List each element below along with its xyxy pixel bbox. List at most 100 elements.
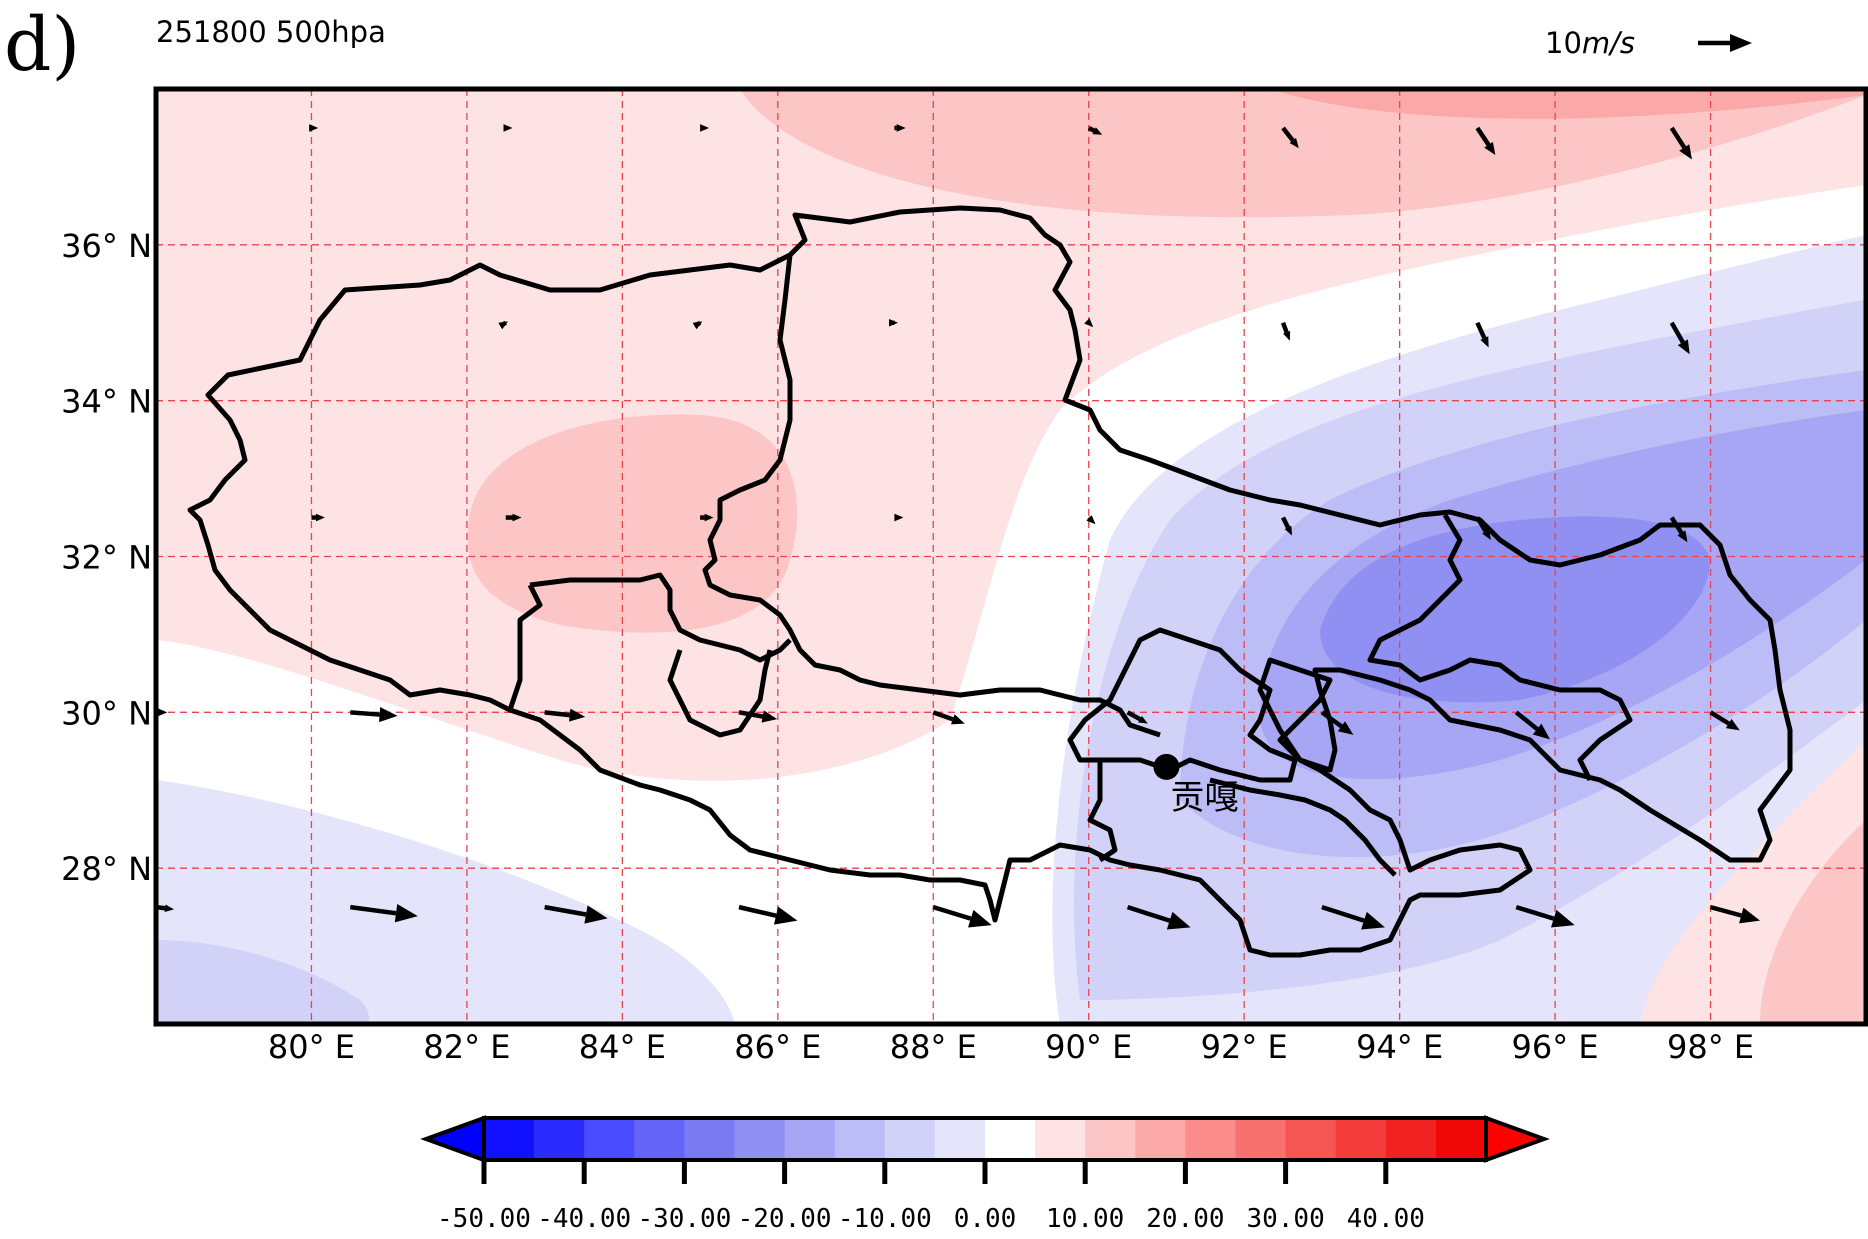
lon-tick-label: 90° E bbox=[1045, 1028, 1132, 1066]
wind-arrow bbox=[738, 904, 798, 925]
wind-arrow bbox=[932, 710, 965, 725]
station-label: 贡嘎 bbox=[1170, 778, 1238, 818]
wind-arrow bbox=[1515, 904, 1575, 928]
map-area: 贡嘎 bbox=[156, 89, 1866, 1024]
positive-contour-top-20 bbox=[1270, 89, 1866, 119]
negative-contour-west-minus10 bbox=[156, 940, 370, 1024]
colorbar-segment bbox=[834, 1118, 886, 1160]
colorbar-max-extend-icon bbox=[1484, 1115, 1550, 1163]
wind-arrow bbox=[1669, 126, 1692, 160]
lon-tick-label: 98° E bbox=[1667, 1028, 1754, 1066]
colorbar-segment bbox=[534, 1118, 585, 1160]
wind-arrow bbox=[1281, 126, 1299, 149]
station-dot-icon bbox=[1153, 753, 1180, 780]
map-title: 251800 500hpa bbox=[156, 15, 386, 49]
colorbar-segment bbox=[985, 1118, 1036, 1160]
graticule bbox=[156, 89, 1866, 1024]
wind-arrow bbox=[503, 124, 513, 132]
wind-arrow bbox=[1126, 904, 1191, 930]
wind-arrow bbox=[1320, 710, 1354, 735]
wind-arrow bbox=[700, 513, 714, 522]
lat-tick-label: 32° N bbox=[61, 539, 152, 577]
wind-arrow bbox=[350, 904, 418, 923]
wind-arrow bbox=[1709, 710, 1740, 731]
wind-arrow bbox=[894, 513, 904, 522]
map-frame bbox=[153, 86, 1868, 1027]
lon-tick-label: 82° E bbox=[423, 1028, 510, 1066]
colorbar-min-extend-icon bbox=[420, 1115, 486, 1163]
positive-contour-tibet-10 bbox=[467, 414, 798, 633]
wind-arrow bbox=[1126, 710, 1148, 724]
colorbar-segment bbox=[1235, 1118, 1287, 1160]
wind-arrow bbox=[1475, 321, 1489, 348]
axis-tick-labels: 80° E 82° E 84° E 86° E 88° E 90° E 92° E 94° E… bbox=[61, 227, 1754, 1066]
xizang-prefecture-shigatse-south bbox=[667, 649, 773, 738]
wind-arrow bbox=[1321, 904, 1385, 930]
wind-arrow bbox=[505, 513, 522, 522]
colorbar-segment bbox=[784, 1118, 836, 1160]
reference-vector-arrow-icon bbox=[1698, 34, 1752, 52]
panel-label: d) bbox=[4, 2, 80, 88]
positive-contour-top-10 bbox=[740, 89, 1866, 218]
colorbar-segment bbox=[1335, 1118, 1387, 1160]
xizang-prefecture-lhoka bbox=[507, 583, 543, 711]
lat-tick-label: 36° N bbox=[61, 227, 152, 265]
wind-arrow bbox=[932, 904, 992, 928]
xizang-prefecture-ngari-nagqu bbox=[702, 254, 1161, 738]
colorbar-segment bbox=[584, 1118, 635, 1160]
xizang-prefecture-lhoka-south bbox=[1087, 760, 1118, 863]
colorbar-tick-label: -40.00 bbox=[537, 1204, 631, 1234]
wind-arrow bbox=[1475, 516, 1491, 541]
colorbar-tick-label: 0.00 bbox=[954, 1204, 1017, 1234]
wind-arrow bbox=[1086, 515, 1096, 525]
positive-contour-southeast-10 bbox=[1760, 820, 1866, 1024]
reference-vector-label: 10m/s bbox=[1545, 26, 1635, 60]
lon-tick-label: 80° E bbox=[268, 1028, 355, 1066]
colorbar-segment bbox=[484, 1118, 535, 1160]
wind-arrow bbox=[1281, 516, 1293, 536]
wind-arrow bbox=[544, 708, 586, 722]
colorbar-tick-label: -20.00 bbox=[738, 1204, 832, 1234]
station-marker: 贡嘎 bbox=[1153, 753, 1238, 818]
colorbar-segment bbox=[1285, 1118, 1337, 1160]
temperature-anomaly-contours bbox=[156, 89, 1866, 1024]
wind-arrow bbox=[889, 318, 899, 327]
xizang-prefecture-nyingchi bbox=[1209, 777, 1397, 877]
wind-arrow bbox=[1475, 126, 1496, 155]
wind-arrow bbox=[1084, 318, 1094, 328]
colorbar-tick-label: 20.00 bbox=[1146, 1204, 1224, 1234]
xizang-prefecture-shigatse bbox=[529, 572, 792, 663]
wind-vector-field bbox=[156, 124, 1866, 930]
lat-tick-label: 34° N bbox=[61, 383, 152, 421]
lat-tick-label: 30° N bbox=[61, 694, 152, 732]
colorbar-segment bbox=[634, 1118, 685, 1160]
lon-tick-label: 92° E bbox=[1201, 1028, 1288, 1066]
lat-tick-label: 28° N bbox=[61, 850, 152, 888]
wind-arrow bbox=[1669, 516, 1688, 543]
colorbar-tick-label: 30.00 bbox=[1246, 1204, 1324, 1234]
colorbar-segment bbox=[1135, 1118, 1186, 1160]
colorbar-tick-label: 10.00 bbox=[1046, 1204, 1124, 1234]
wind-arrow bbox=[544, 904, 608, 924]
colorbar-segment bbox=[934, 1118, 986, 1160]
colorbar-segment bbox=[734, 1118, 786, 1160]
negative-contour-east-minus25 bbox=[1320, 516, 1710, 703]
lon-tick-label: 94° E bbox=[1356, 1028, 1443, 1066]
xizang-boundary-outline bbox=[187, 205, 1793, 958]
colorbar-segment bbox=[1435, 1118, 1487, 1160]
lon-tick-label: 88° E bbox=[890, 1028, 977, 1066]
wind-arrow bbox=[350, 707, 398, 723]
wind-arrow bbox=[309, 124, 319, 132]
colorbar-tick-label: -10.00 bbox=[838, 1204, 932, 1234]
reference-vector-key: 10m/s bbox=[1545, 26, 1752, 60]
colorbar-segment bbox=[684, 1118, 736, 1160]
region-boundaries bbox=[187, 205, 1793, 958]
wind-arrow bbox=[692, 320, 703, 330]
wind-arrow bbox=[738, 710, 778, 723]
colorbar-segment bbox=[1185, 1118, 1237, 1160]
colorbar-tick-label: -30.00 bbox=[637, 1204, 731, 1234]
wind-arrow bbox=[1514, 710, 1550, 740]
colorbar-segment bbox=[1385, 1118, 1437, 1160]
xizang-prefecture-chamdo bbox=[1367, 513, 1633, 782]
